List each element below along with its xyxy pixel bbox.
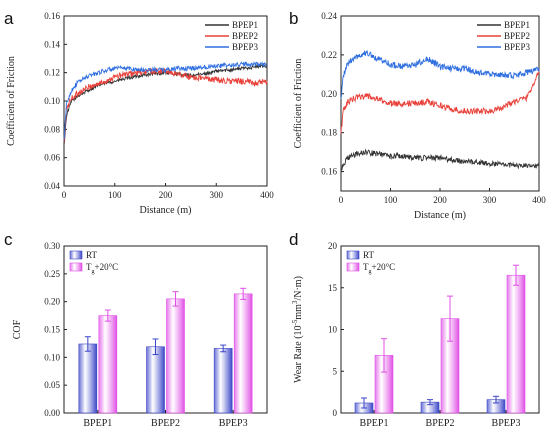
y-axis-label: Wear Rate (10-5mm3/N·m) [291, 276, 304, 383]
legend-label: Tg+20°C [86, 262, 118, 275]
legend-label: Tg+20°C [363, 262, 395, 275]
bar-t-bpep3 [233, 293, 253, 414]
legend-label-sub: g [92, 269, 95, 275]
x-tick-label: BPEP2 [151, 418, 180, 429]
bar-t-bpep2 [166, 298, 185, 414]
legend-label-main: RT [363, 250, 374, 260]
legend-label-rest: +20°C [372, 262, 396, 272]
legend-label-main: T [363, 262, 369, 272]
y-tick-label: 0.06 [44, 153, 60, 163]
bar-t-bpep1 [98, 315, 118, 414]
legend-label: BPEP1 [504, 20, 530, 30]
y-tick-label: 0.20 [44, 297, 60, 307]
x-tick-label: 200 [159, 190, 173, 200]
y-axis-label: Coefficient of Friction [293, 59, 304, 149]
x-tick-label: 400 [260, 190, 274, 200]
y-tick-label: 0.12 [44, 68, 60, 78]
y-tick-label: 20 [328, 241, 338, 251]
y-axis-label: COF [12, 319, 23, 339]
legend-swatch [69, 250, 83, 260]
x-tick-label: 300 [210, 190, 224, 200]
y-tick-label: 0.16 [321, 167, 337, 177]
y-axis-label: Coefficient of Friction [6, 56, 17, 146]
y-tick-label: 0.00 [44, 408, 60, 418]
x-tick-label: 300 [483, 195, 497, 205]
series-line-bpep2 [63, 67, 268, 142]
x-tick-label: BPEP3 [492, 418, 521, 429]
legend-label: BPEP3 [504, 42, 531, 52]
y-tick-label: 0.24 [321, 11, 337, 21]
y-tick-label: 5 [333, 366, 338, 376]
y-tick-label: 0.14 [44, 39, 60, 49]
y-tick-label: 15 [328, 283, 338, 293]
y-tick-label: 0.04 [44, 181, 60, 191]
bar-rt-bpep1 [78, 343, 98, 414]
y-tick-label: 0.05 [44, 380, 60, 390]
y-tick-label: 0.30 [44, 241, 60, 251]
x-tick-label: BPEP1 [83, 418, 112, 429]
bar-rt-bpep2 [146, 346, 165, 414]
y-tick-label: 0.15 [44, 325, 60, 335]
bar-rt-bpep3 [213, 348, 233, 414]
legend-label-main: T [86, 262, 92, 272]
x-tick-label: BPEP1 [360, 418, 389, 429]
y-tick-label: 10 [328, 325, 338, 335]
panel-b: 0.16 0.18 0.20 0.22 0.24 0 100 200 300 400 Distanc… [293, 11, 546, 221]
legend-label: RT [86, 250, 97, 260]
series-line-bpep1 [63, 63, 268, 146]
y-tick-label: 0.16 [44, 11, 60, 21]
panel-d: 0 5 10 15 20 BPEP1 BPEP2 BPEP3 Wear Rate (10-5mm… [291, 241, 540, 429]
panel-letter-c: c [4, 230, 13, 249]
legend-label: RT [363, 250, 374, 260]
series-line-bpep3 [63, 60, 268, 140]
legend-label-rest: +20°C [95, 262, 119, 272]
y-tick-label: 0.10 [44, 96, 60, 106]
x-tick-label: BPEP3 [219, 418, 248, 429]
y-axis-label-part: /N·m) [293, 276, 304, 300]
x-tick-label: 0 [339, 195, 344, 205]
series-line-bpep2 [340, 70, 540, 134]
legend-label: BPEP2 [504, 31, 530, 41]
x-tick-label: 0 [62, 190, 67, 200]
legend-swatch [69, 262, 83, 272]
legend-label-sub: g [369, 269, 372, 275]
y-axis-label-part: 3 [291, 300, 299, 304]
x-tick-label: BPEP2 [426, 418, 455, 429]
y-tick-label: 0.25 [44, 269, 60, 279]
x-tick-label: 100 [384, 195, 398, 205]
y-axis-label-part: -5 [291, 319, 299, 325]
panel-letter-b: b [289, 9, 298, 28]
panel-letter-d: d [289, 230, 298, 249]
legend-swatch [346, 250, 360, 260]
legend-label: BPEP3 [232, 42, 259, 52]
y-tick-label: 0.18 [321, 128, 337, 138]
x-axis-label: Distance (m) [414, 210, 466, 221]
x-axis-label: Distance (m) [140, 205, 192, 216]
legend-swatch [346, 262, 360, 272]
legend-label-main: RT [86, 250, 97, 260]
x-tick-label: 100 [108, 190, 122, 200]
y-tick-label: 0.10 [44, 352, 60, 362]
panel-c: 0.00 0.05 0.10 0.15 0.20 0.25 0.30 BPEP1 BPEP2 BP… [12, 241, 268, 429]
y-axis-label-part: Wear Rate (10 [293, 325, 304, 383]
x-tick-label: 200 [433, 195, 447, 205]
x-tick-label: 400 [532, 195, 546, 205]
y-tick-label: 0.08 [44, 124, 60, 134]
y-tick-label: 0.20 [321, 89, 337, 99]
panel-letter-a: a [4, 9, 14, 28]
legend-label: BPEP2 [232, 31, 258, 41]
legend-label: BPEP1 [232, 20, 258, 30]
panel-a: 0.04 0.06 0.08 0.10 0.12 0.14 0.16 0 100 200 300 40… [6, 11, 274, 216]
y-tick-label: 0 [333, 408, 338, 418]
series-line-bpep3 [340, 50, 540, 99]
y-tick-label: 0.22 [321, 50, 337, 60]
bar-t-bpep3 [506, 274, 526, 414]
series-line-bpep1 [340, 148, 540, 172]
y-axis-label-part: mm [293, 304, 304, 320]
